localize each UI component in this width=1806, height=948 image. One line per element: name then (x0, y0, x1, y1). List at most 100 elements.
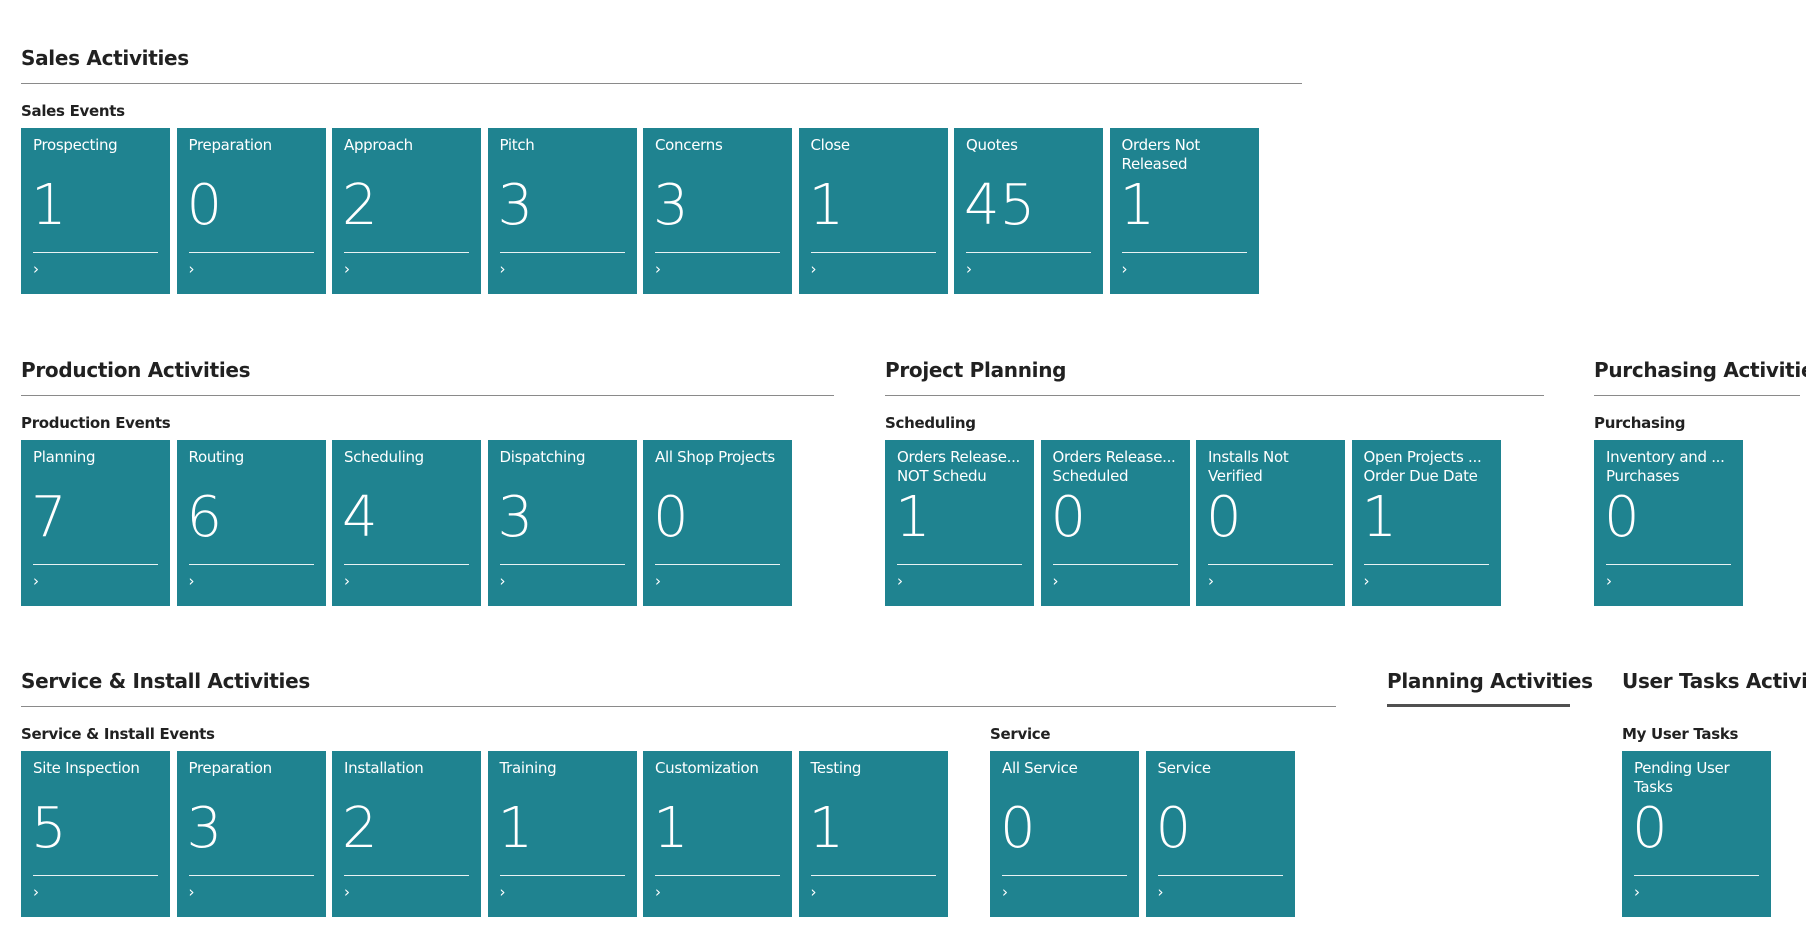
cue-tile[interactable]: Training 1 › (487, 751, 637, 917)
tile-divider (1002, 875, 1127, 876)
tile-chevron: › (499, 883, 506, 901)
tile-value: 7 (31, 485, 67, 550)
group-caption: Purchasing (1594, 414, 1686, 432)
section-rule (1387, 704, 1570, 707)
cue-tile[interactable]: Planning 7 › (21, 440, 170, 606)
group-caption: Sales Events (21, 102, 125, 120)
cue-group: My User Tasks Pending User Tasks 0 › (1622, 725, 1771, 917)
tile-chevron: › (1002, 883, 1008, 901)
cue-tile[interactable]: All Shop Projects 0 › (643, 440, 792, 606)
tile-chevron: › (810, 883, 817, 901)
tile-divider (344, 564, 469, 565)
tile-label: Orders Release... Scheduled (1052, 448, 1176, 485)
cue-tile[interactable]: Site Inspection 5 › (21, 751, 170, 917)
cue-tile[interactable]: Installs Not Verified 0 › (1196, 440, 1345, 606)
section-rule (1594, 395, 1800, 396)
cue-tile[interactable]: Scheduling 4 › (332, 440, 481, 606)
tile-divider (1208, 564, 1333, 565)
tile-chevron: › (1208, 572, 1214, 590)
cue-tile[interactable]: Open Projects ... Order Due Date 1 › (1351, 440, 1501, 606)
tile-divider (966, 252, 1091, 253)
cue-group: Service & Install Events Site Inspection 5… (21, 725, 948, 917)
cue-tile[interactable]: Preparation 3 › (176, 751, 326, 917)
tile-chevron: › (655, 572, 661, 590)
tile-divider (33, 564, 158, 565)
cue-tile[interactable]: Orders Release... Scheduled 0 › (1040, 440, 1190, 606)
section-rule (21, 83, 1302, 84)
cue-tile[interactable]: Pending User Tasks 0 › (1622, 751, 1771, 917)
cue-tile[interactable]: Dispatching 3 › (487, 440, 637, 606)
tile-label: Scheduling (344, 448, 424, 466)
tile-value: 0 (1632, 796, 1668, 861)
tile-value: 1 (1119, 173, 1156, 238)
section-title: Project Planning (885, 358, 1067, 382)
cue-tile[interactable]: Quotes 45 › (954, 128, 1103, 294)
cue-tile[interactable]: Inventory and ... Purchases 0 › (1594, 440, 1743, 606)
tile-value: 1 (653, 796, 689, 861)
tile-label: Preparation (188, 759, 273, 777)
cue-tile[interactable]: Orders Not Released 1 › (1109, 128, 1259, 294)
tile-divider (810, 252, 936, 253)
cue-tile[interactable]: Customization 1 › (643, 751, 792, 917)
cue-tile[interactable]: Close 1 › (798, 128, 948, 294)
tile-label: All Shop Projects (655, 448, 775, 466)
tile-value: 3 (653, 173, 689, 238)
tile-value: 1 (1361, 485, 1398, 550)
tile-chevron: › (344, 260, 350, 278)
tile-label: Training (499, 759, 557, 777)
tile-chevron: › (188, 260, 195, 278)
group-caption: My User Tasks (1622, 725, 1739, 743)
cue-tile[interactable]: Orders Release... NOT Schedu 1 › (885, 440, 1034, 606)
cue-tile[interactable]: Prospecting 1 › (21, 128, 170, 294)
tile-chevron: › (1121, 260, 1128, 278)
tile-value: 0 (186, 173, 223, 238)
tile-chevron: › (1363, 572, 1370, 590)
cue-tile[interactable]: Routing 6 › (176, 440, 326, 606)
tile-label: Testing (810, 759, 862, 777)
tile-divider (897, 564, 1022, 565)
section-title: Service & Install Activities (21, 669, 310, 693)
tile-divider (188, 875, 314, 876)
cue-tile[interactable]: Approach 2 › (332, 128, 481, 294)
tile-label: Pitch (499, 136, 535, 154)
section-rule (885, 395, 1544, 396)
tile-label: Service (1157, 759, 1212, 777)
tile-value: 0 (1206, 485, 1242, 550)
cue-tile[interactable]: Installation 2 › (332, 751, 481, 917)
tile-chevron: › (188, 883, 195, 901)
tile-value: 0 (1155, 796, 1192, 861)
tile-chevron: › (966, 260, 972, 278)
tile-divider (655, 564, 780, 565)
tile-chevron: › (1052, 572, 1059, 590)
cue-tile[interactable]: Pitch 3 › (487, 128, 637, 294)
tile-label: Installation (344, 759, 424, 777)
tile-label: Routing (188, 448, 245, 466)
cue-group: Sales Events Prospecting 1 › Preparation 0 › Ap… (21, 102, 1259, 294)
tile-divider (344, 875, 469, 876)
tile-chevron: › (33, 260, 39, 278)
tile-chevron: › (344, 883, 350, 901)
tile-label: Orders Not Released (1121, 136, 1201, 173)
cue-tile[interactable]: Service 0 › (1145, 751, 1295, 917)
tile-chevron: › (1606, 572, 1612, 590)
tile-chevron: › (655, 260, 661, 278)
tile-divider (655, 252, 780, 253)
cue-tile[interactable]: Concerns 3 › (643, 128, 792, 294)
tile-value: 1 (895, 485, 931, 550)
cue-tile[interactable]: All Service 0 › (990, 751, 1139, 917)
tile-value: 3 (186, 796, 223, 861)
tile-label: Prospecting (33, 136, 118, 154)
cue-tile[interactable]: Preparation 0 › (176, 128, 326, 294)
cue-tile[interactable]: Testing 1 › (798, 751, 948, 917)
tile-value: 3 (497, 173, 534, 238)
tile-divider (344, 252, 469, 253)
tile-label: Planning (33, 448, 96, 466)
tile-divider (499, 564, 625, 565)
tile-label: Concerns (655, 136, 723, 154)
section-rule (21, 395, 834, 396)
tile-label: Customization (655, 759, 759, 777)
tile-label: Site Inspection (33, 759, 140, 777)
tile-divider (499, 252, 625, 253)
tile-value: 0 (1000, 796, 1036, 861)
tile-label: Pending User Tasks (1634, 759, 1730, 796)
